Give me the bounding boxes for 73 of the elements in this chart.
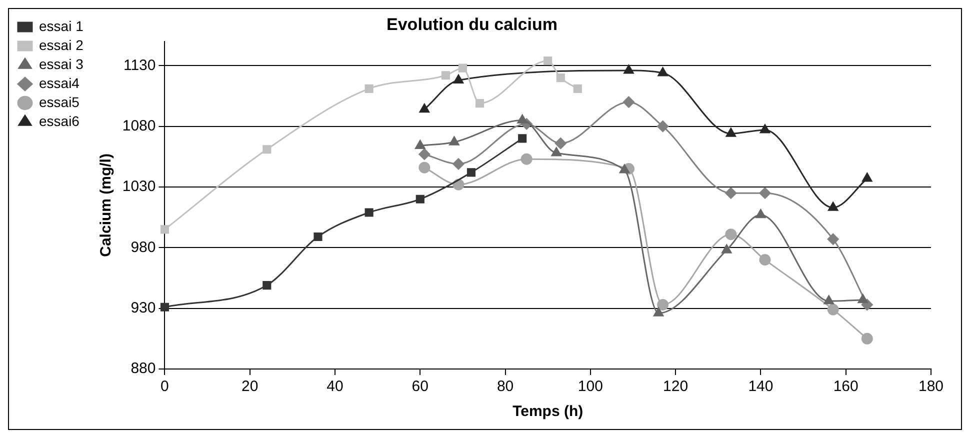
- point: [858, 294, 868, 304]
- point: [760, 124, 770, 134]
- point: [458, 64, 468, 72]
- point: [262, 145, 272, 154]
- x-tick-label: 0: [160, 378, 169, 396]
- legend-label: essai 1: [39, 18, 84, 34]
- point: [759, 254, 771, 266]
- point: [759, 187, 771, 199]
- point: [415, 140, 426, 149]
- legend-label: essai 2: [39, 36, 84, 53]
- point: [725, 228, 737, 240]
- legend-label: essai 3: [39, 56, 84, 72]
- point: [827, 233, 839, 245]
- legend-label: essai6: [39, 112, 80, 129]
- y-tick-label: 980: [130, 238, 156, 256]
- point: [418, 162, 430, 174]
- point: [262, 280, 272, 290]
- point: [623, 96, 634, 108]
- point: [520, 153, 532, 165]
- y-tick-label: 930: [130, 299, 156, 316]
- y-tick-label: 880: [130, 360, 156, 378]
- y-tick-label: 1080: [122, 117, 156, 134]
- x-tick-label: 40: [326, 378, 344, 396]
- point: [364, 208, 374, 217]
- point: [573, 84, 582, 94]
- point: [441, 71, 450, 80]
- point: [419, 104, 430, 113]
- chart-title: Evolution du calcium: [386, 14, 558, 34]
- x-tick-label: 120: [663, 378, 688, 396]
- point: [828, 202, 838, 211]
- point: [861, 332, 873, 344]
- y-tick-label: 1130: [123, 56, 156, 74]
- point: [658, 67, 668, 76]
- point: [466, 168, 476, 177]
- point: [554, 138, 566, 150]
- y-tick-label: 1030: [122, 178, 156, 196]
- x-tick-label: 140: [748, 378, 774, 396]
- point: [556, 74, 565, 82]
- point: [756, 209, 766, 218]
- x-axis-title: Temps (h): [512, 403, 584, 420]
- x-tick-label: 20: [242, 378, 258, 396]
- legend-label: essai5: [39, 94, 80, 110]
- x-tick-label: 160: [833, 378, 858, 396]
- legend-label: essai4: [39, 74, 80, 91]
- point: [824, 295, 834, 304]
- point: [624, 64, 634, 74]
- x-tick-label: 100: [578, 378, 603, 396]
- x-tick-label: 180: [918, 378, 944, 396]
- x-tick-label: 60: [412, 378, 428, 396]
- point: [544, 56, 552, 66]
- point: [416, 194, 424, 204]
- point: [160, 225, 170, 234]
- point: [475, 98, 484, 108]
- point: [722, 244, 732, 254]
- point: [314, 232, 322, 242]
- point: [452, 158, 464, 170]
- point: [517, 114, 528, 124]
- point: [551, 147, 562, 156]
- point: [518, 134, 527, 143]
- point: [619, 164, 630, 174]
- point: [827, 304, 839, 316]
- point: [449, 136, 460, 146]
- point: [364, 84, 374, 94]
- point: [657, 298, 669, 310]
- point: [418, 148, 430, 160]
- point: [657, 120, 669, 132]
- point: [862, 172, 872, 182]
- point: [653, 307, 664, 316]
- point: [725, 187, 737, 199]
- y-axis-title: Calcium (mg/l): [98, 154, 114, 257]
- point: [453, 74, 464, 84]
- point: [726, 128, 736, 137]
- x-tick-label: 80: [496, 378, 514, 396]
